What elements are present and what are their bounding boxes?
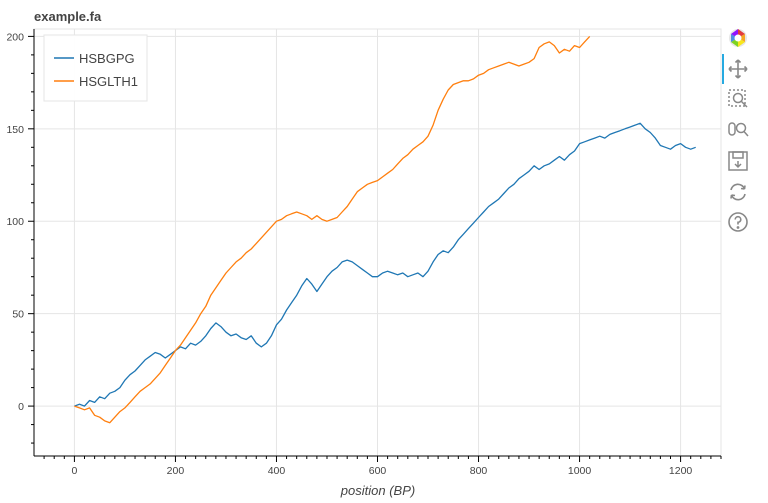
y-tick-label: 50 xyxy=(12,309,24,321)
toolbar xyxy=(722,24,762,264)
wheel-zoom-tool-icon[interactable] xyxy=(726,118,750,142)
reset-tool-icon[interactable] xyxy=(726,180,750,204)
active-tool-indicator xyxy=(722,54,724,84)
series-layer xyxy=(74,35,696,424)
grid xyxy=(34,29,721,456)
y-tick-label: 0 xyxy=(18,401,24,413)
y-tick-label: 200 xyxy=(6,31,24,43)
bokeh-logo-icon[interactable] xyxy=(726,26,750,50)
save-tool-icon[interactable] xyxy=(726,149,750,173)
x-axis-label: position (BP) xyxy=(340,483,415,498)
x-tick-label: 1200 xyxy=(669,465,693,477)
legend-box xyxy=(43,34,148,102)
legend-item-label: HSBGPG xyxy=(79,51,135,66)
y-axis: 0 50 100 150 200 xyxy=(6,29,35,456)
y-tick-label: 150 xyxy=(6,124,24,136)
x-tick-label: 600 xyxy=(369,465,387,477)
legend-item-label: HSGLTH1 xyxy=(79,74,138,89)
pan-tool-icon[interactable] xyxy=(726,57,750,81)
series-line-hsbgpg xyxy=(74,122,696,407)
help-tool-icon[interactable] xyxy=(726,210,750,234)
legend: HSBGPG HSGLTH1 xyxy=(43,34,148,102)
series-line-hsglth1 xyxy=(74,35,591,424)
x-tick-label: 1000 xyxy=(568,465,592,477)
x-tick-label: 0 xyxy=(71,465,77,477)
x-tick-label: 800 xyxy=(470,465,488,477)
x-tick-label: 400 xyxy=(268,465,286,477)
y-tick-label: 100 xyxy=(6,216,24,228)
x-axis: 0 200 400 600 800 1000 1200 xyxy=(34,455,722,477)
chart-title: example.fa xyxy=(34,9,102,24)
x-tick-label: 200 xyxy=(167,465,185,477)
box-zoom-tool-icon[interactable] xyxy=(726,87,750,111)
